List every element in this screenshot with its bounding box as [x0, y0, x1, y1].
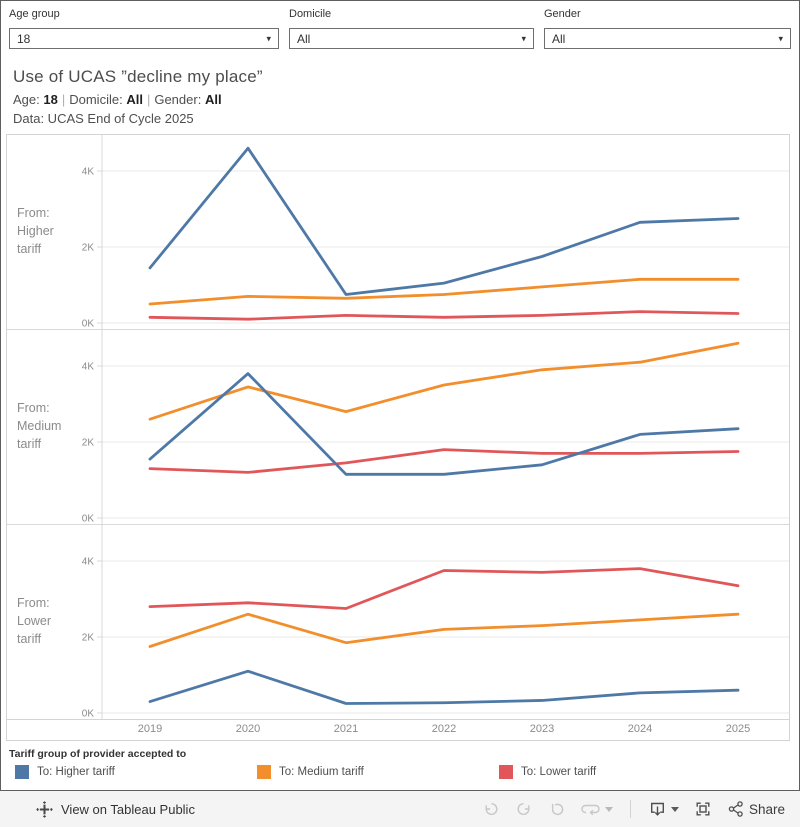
toolbar-actions: Share [482, 800, 785, 818]
y-tick-label: 0K [82, 709, 95, 720]
tableau-dashboard: Age group 18 ▾ Domicile All ▾ Gender All… [0, 0, 800, 791]
age-group-select[interactable]: 18 ▾ [9, 28, 279, 49]
page-subtitle: Age: 18 | Domicile: All | Gender: All [13, 92, 222, 107]
legend-swatch [257, 765, 271, 779]
refresh-caret-icon [604, 806, 613, 812]
series-line[interactable] [148, 448, 740, 474]
row-label: From: Medium tariff [17, 401, 61, 451]
x-tick-label: 2019 [137, 723, 163, 735]
y-tick-label: 0K [82, 514, 95, 525]
legend-swatch [15, 765, 29, 779]
legend-title: Tariff group of provider accepted to [9, 748, 187, 760]
subtitle-domicile-value: All [126, 92, 143, 107]
legend-item-lower-tariff[interactable]: To: Lower tariff [499, 765, 596, 779]
subtitle-gender-value: All [204, 92, 222, 107]
data-source-caption: Data: UCAS End of Cycle 2025 [13, 111, 194, 126]
domicile-value: All [297, 31, 311, 46]
redo-icon [517, 803, 530, 815]
share-button[interactable]: Share [727, 800, 785, 818]
subtitle-age-label: Age: [13, 92, 40, 107]
tableau-public-toolbar: View on Tableau Public [0, 791, 800, 827]
x-tick-label: 2023 [529, 723, 555, 735]
replay-button[interactable] [548, 801, 566, 817]
y-tick-label: 4K [82, 362, 95, 373]
legend-item-medium-tariff[interactable]: To: Medium tariff [257, 765, 364, 779]
row-label: From: Lower tariff [17, 596, 51, 646]
chevron-down-icon: ▾ [521, 33, 526, 43]
chart-from-lower-tariff[interactable]: 0K 2K 4K From: Lower tariff [7, 525, 789, 720]
filter-gender: Gender All ▾ [544, 8, 791, 49]
series-line[interactable] [148, 372, 740, 476]
y-tick-label: 2K [82, 243, 95, 254]
y-tick-label: 4K [82, 557, 95, 568]
chart-from-medium-tariff[interactable]: 0K 2K 4K From: Medium tariff [7, 330, 789, 525]
filter-domicile-label: Domicile [289, 8, 332, 20]
series-line[interactable] [148, 341, 740, 421]
age-group-value: 18 [17, 31, 31, 46]
line-chart-svg: 0K 2K 4K From: Medium tariff [17, 330, 789, 525]
legend-label: To: Higher tariff [37, 766, 115, 778]
view-on-tableau-public-label: View on Tableau Public [61, 801, 195, 817]
series-line[interactable] [148, 310, 740, 321]
x-tick-label: 2024 [627, 723, 653, 735]
legend-label: To: Lower tariff [521, 766, 597, 778]
redo-button[interactable] [515, 801, 533, 817]
series-line[interactable] [148, 146, 740, 296]
toolbar-divider [629, 800, 631, 818]
share-label: Share [748, 801, 785, 817]
download-icon [650, 802, 664, 816]
gender-select[interactable]: All ▾ [544, 28, 791, 49]
chart-from-higher-tariff[interactable]: 0K 2K 4K From: Higher tariff [7, 135, 789, 330]
refresh-icon [581, 804, 600, 816]
filter-gender-label: Gender [544, 8, 581, 20]
chevron-down-icon: ▾ [266, 33, 271, 43]
download-caret-icon [670, 806, 679, 812]
domicile-select[interactable]: All ▾ [289, 28, 534, 49]
undo-button[interactable] [482, 801, 500, 817]
x-axis-year-labels: 2019 2020 2021 2022 2023 2024 2025 [7, 720, 789, 739]
y-tick-label: 2K [82, 438, 95, 449]
series-line[interactable] [148, 277, 740, 306]
x-tick-label: 2021 [333, 723, 359, 735]
legend-item-higher-tariff[interactable]: To: Higher tariff [15, 765, 115, 779]
series-line[interactable] [148, 567, 740, 610]
subtitle-age-value: 18 [43, 92, 58, 107]
filter-age-group: Age group 18 ▾ [9, 8, 279, 49]
refresh-button[interactable] [581, 801, 613, 817]
subtitle-separator: | [146, 92, 151, 107]
x-tick-label: 2020 [235, 723, 261, 735]
legend-swatch [499, 765, 513, 779]
download-button[interactable] [648, 800, 679, 818]
undo-icon [485, 803, 498, 815]
page-title: Use of UCAS ”decline my place” [13, 67, 263, 86]
fullscreen-icon [696, 802, 710, 816]
x-tick-label: 2025 [725, 723, 751, 735]
charts-area: 0K 2K 4K From: Higher tariff 0K 2K 4K From: Mediu… [6, 134, 790, 741]
legend-label: To: Medium tariff [279, 766, 364, 778]
y-tick-label: 2K [82, 633, 95, 644]
series-line[interactable] [148, 669, 740, 705]
line-chart-svg: 0K 2K 4K From: Lower tariff [17, 525, 789, 720]
filter-domicile: Domicile All ▾ [289, 8, 534, 49]
replay-icon [551, 803, 564, 816]
x-tick-label: 2022 [431, 723, 457, 735]
y-tick-label: 0K [82, 319, 95, 330]
fullscreen-button[interactable] [694, 800, 712, 818]
subtitle-domicile-label: Domicile: [69, 92, 123, 107]
subtitle-gender-label: Gender: [154, 92, 202, 107]
legend: Tariff group of provider accepted to To:… [1, 743, 800, 791]
subtitle-separator: | [61, 92, 66, 107]
view-on-tableau-public-link[interactable]: View on Tableau Public [36, 800, 195, 818]
gender-value: All [552, 31, 566, 46]
filter-age-group-label: Age group [9, 8, 60, 20]
chevron-down-icon: ▾ [778, 33, 783, 43]
y-tick-label: 4K [82, 167, 95, 178]
line-chart-svg: 0K 2K 4K From: Higher tariff [17, 135, 789, 330]
row-label: From: Higher tariff [17, 206, 54, 256]
series-line[interactable] [148, 612, 740, 648]
share-icon [728, 801, 743, 817]
tableau-logo-icon [36, 800, 53, 818]
